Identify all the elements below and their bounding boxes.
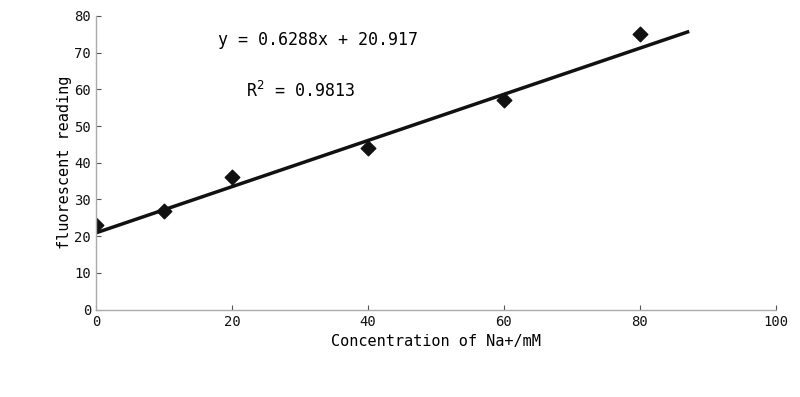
Point [634,31,646,37]
X-axis label: Concentration of Na+/mM: Concentration of Na+/mM [331,334,541,349]
Point [90,222,102,228]
Y-axis label: fluorescent reading: fluorescent reading [57,76,72,249]
Point [226,174,238,181]
Text: R$^2$ = 0.9813: R$^2$ = 0.9813 [246,81,354,100]
Point [498,97,510,104]
Text: y = 0.6288x + 20.917: y = 0.6288x + 20.917 [218,31,418,48]
Point [158,207,170,214]
Point [362,145,374,151]
